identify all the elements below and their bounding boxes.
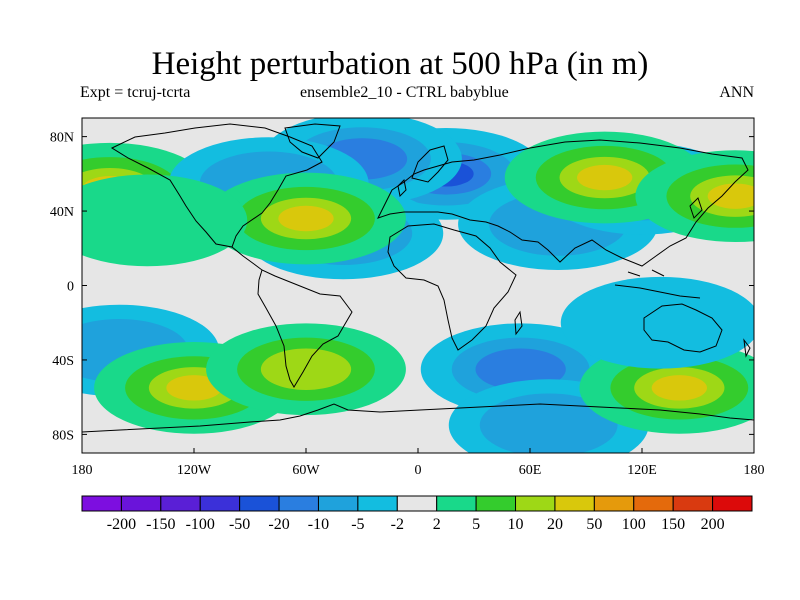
y-tick-label: 40N xyxy=(50,205,74,220)
contour-region-16-3 xyxy=(651,375,707,401)
colorbar-label: 20 xyxy=(547,516,563,533)
x-tick-label: 60E xyxy=(519,463,542,478)
colorbar: -200 -150 -100 -50 -20 -10 -5 -2 2 5 10 20 50 100 150 2… xyxy=(81,495,753,533)
x-tick-label: 120W xyxy=(177,463,212,478)
colorbar-swatch xyxy=(672,495,714,512)
colorbar-swatch xyxy=(357,495,398,512)
y-tick-label: 80N xyxy=(50,131,74,146)
colorbar-label: 10 xyxy=(508,516,524,533)
colorbar-label: -100 xyxy=(186,516,215,533)
colorbar-swatch xyxy=(160,495,201,512)
contour-region-13-2 xyxy=(260,348,352,390)
contour-region-15-1 xyxy=(479,393,618,453)
experiment-label: Expt = tcruj-tcrta xyxy=(80,84,191,101)
colorbar-label: -20 xyxy=(268,516,289,533)
colorbar-swatch xyxy=(633,495,674,512)
y-tick-label: 40S xyxy=(52,354,74,369)
colorbar-label: 2 xyxy=(433,516,441,533)
colorbar-swatch xyxy=(81,495,122,512)
season-label: ANN xyxy=(719,84,754,101)
contour-region-12-3 xyxy=(166,375,222,401)
colorbar-label: 100 xyxy=(622,516,646,533)
colorbar-swatch xyxy=(554,495,595,512)
x-tick-label: 180 xyxy=(744,463,765,478)
colorbar-swatch xyxy=(199,495,241,512)
contour-region-17-0 xyxy=(560,276,754,369)
ensemble-label: ensemble2_10 - CTRL babyblue xyxy=(300,84,509,101)
colorbar-swatch xyxy=(515,495,556,512)
contour-region-9-3 xyxy=(278,205,334,232)
colorbar-swatch xyxy=(475,495,517,512)
colorbar-swatch xyxy=(317,495,359,512)
colorbar-label: -10 xyxy=(308,516,329,533)
colorbar-label: -150 xyxy=(146,516,175,533)
colorbar-swatch xyxy=(396,495,438,512)
contour-region-10-0 xyxy=(82,174,248,267)
colorbar-label: 5 xyxy=(472,516,480,533)
x-tick-label: 180 xyxy=(72,463,93,478)
colorbar-label: -5 xyxy=(351,516,364,533)
colorbar-label: -50 xyxy=(229,516,250,533)
colorbar-label: 50 xyxy=(586,516,602,533)
contour-field xyxy=(82,118,754,453)
y-tick-label: 0 xyxy=(67,280,74,295)
continent-outlines xyxy=(82,123,754,433)
colorbar-swatch xyxy=(712,495,753,512)
contour-region-6-3 xyxy=(707,183,754,209)
x-tick-label: 60W xyxy=(292,463,320,478)
colorbar-label: -2 xyxy=(391,516,404,533)
colorbar-swatch xyxy=(593,495,635,512)
colorbar-label: 200 xyxy=(701,516,725,533)
colorbar-label: -200 xyxy=(107,516,136,533)
axis-ticks: 80N 40N 0 40S 80S 180 120W 60W 0 60E 120E 180 xyxy=(50,131,765,478)
y-tick-label: 80S xyxy=(52,428,74,443)
x-tick-label: 0 xyxy=(415,463,422,478)
colorbar-swatch xyxy=(120,495,162,512)
colorbar-swatch xyxy=(278,495,319,512)
contour-region-5-3 xyxy=(577,164,633,191)
chart-title: Height perturbation at 500 hPa (in m) xyxy=(151,46,649,82)
colorbar-swatch xyxy=(436,495,477,512)
colorbar-swatch xyxy=(239,495,280,512)
x-tick-label: 120E xyxy=(627,463,657,478)
colorbar-label: 150 xyxy=(661,516,685,533)
